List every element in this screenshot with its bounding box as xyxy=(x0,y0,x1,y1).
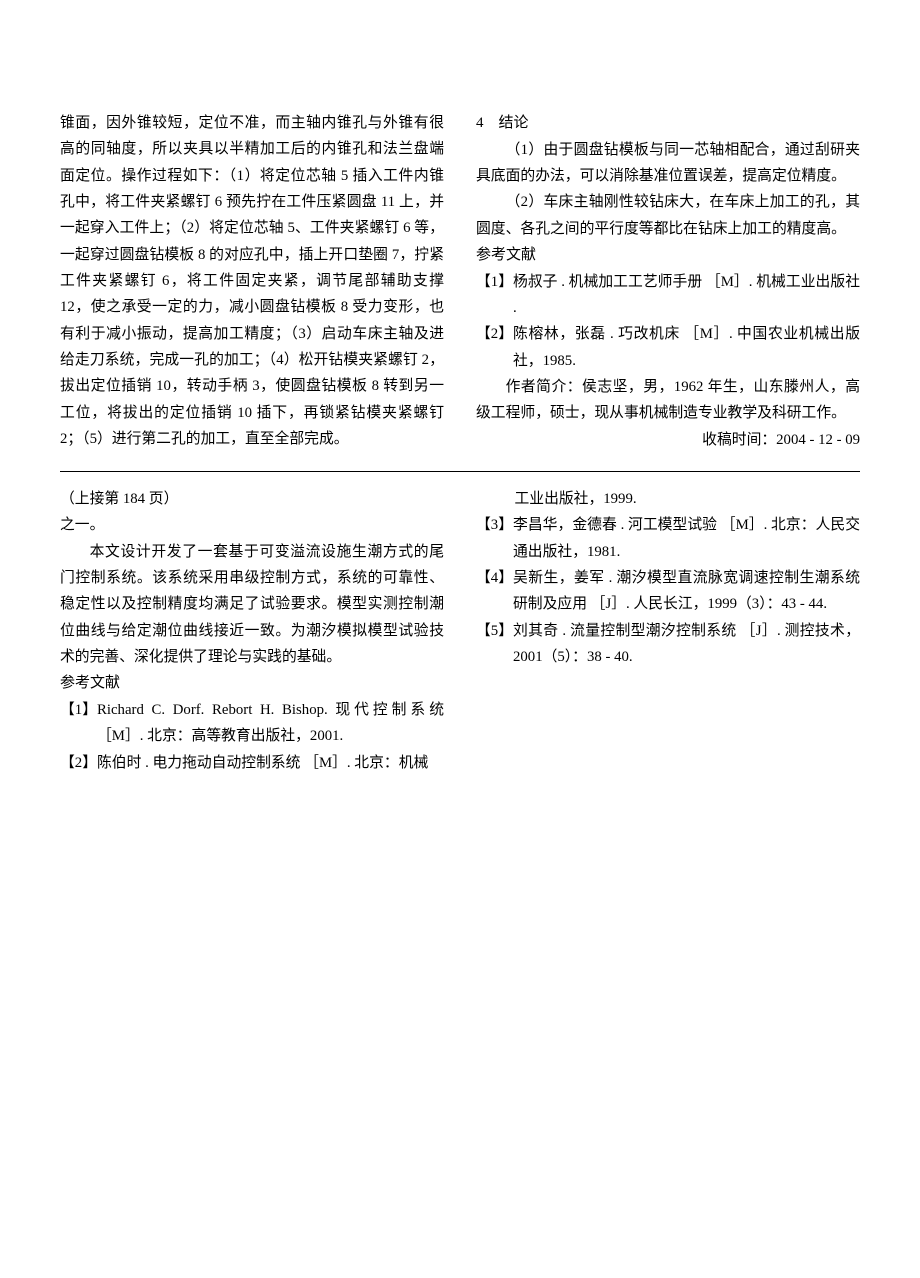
ref-label: 【4】 xyxy=(476,565,513,618)
ref-label: 【5】 xyxy=(476,618,513,671)
article1-right-column: 4 结论 （1）由于圆盘钻模板与同一芯轴相配合，通过刮研夹具底面的办法，可以消除… xyxy=(476,110,860,453)
article1-left-para: 锥面，因外锥较短，定位不准，而主轴内锥孔与外锥有很高的同轴度，所以夹具以半精加工… xyxy=(60,110,444,452)
ref-text: 李昌华，金德春 . 河工模型试验 ［M］. 北京：人民交通出版社，1981. xyxy=(513,512,860,565)
ref-text: 陈榕林，张磊 . 巧改机床 ［M］. 中国农业机械出版社，1985. xyxy=(513,321,860,374)
article2-columns: （上接第 184 页） 之一。 本文设计开发了一套基于可变溢流设施生潮方式的尾门… xyxy=(60,486,860,776)
article1-conclusion-p2: （2）车床主轴刚性较钻床大，在车床上加工的孔，其圆度、各孔之间的平行度等都比在钻… xyxy=(476,189,860,242)
article2-right-column: 工业出版社，1999. 【3】 李昌华，金德春 . 河工模型试验 ［M］. 北京… xyxy=(476,486,860,776)
article1-left-column: 锥面，因外锥较短，定位不准，而主轴内锥孔与外锥有很高的同轴度，所以夹具以半精加工… xyxy=(60,110,444,453)
ref-text: 陈伯时 . 电力拖动自动控制系统 ［M］. 北京：机械 xyxy=(97,750,444,776)
article-separator-rule xyxy=(60,471,860,472)
ref-text: 杨叔子 . 机械加工工艺师手册 ［M］. 机械工业出版社 . xyxy=(513,269,860,322)
ref-text: 吴新生，姜军 . 潮汐模型直流脉宽调速控制生潮系统研制及应用 ［J］. 人民长江… xyxy=(513,565,860,618)
article2-p1: 本文设计开发了一套基于可变溢流设施生潮方式的尾门控制系统。该系统采用串级控制方式… xyxy=(60,539,444,671)
article1-receipt-date: 收稿时间：2004 - 12 - 09 xyxy=(476,427,860,453)
article1-ref-2: 【2】 陈榕林，张磊 . 巧改机床 ［M］. 中国农业机械出版社，1985. xyxy=(476,321,860,374)
article2-p0: 之一。 xyxy=(60,512,444,538)
article1-columns: 锥面，因外锥较短，定位不准，而主轴内锥孔与外锥有很高的同轴度，所以夹具以半精加工… xyxy=(60,110,860,453)
article2-continued-from: （上接第 184 页） xyxy=(60,486,444,512)
article1-references-heading: 参考文献 xyxy=(476,242,860,269)
ref-label: 【2】 xyxy=(60,750,97,776)
ref-label: 【1】 xyxy=(60,697,97,750)
ref-label: 【1】 xyxy=(476,269,513,322)
ref-label: 【3】 xyxy=(476,512,513,565)
ref-label: 【2】 xyxy=(476,321,513,374)
article1-conclusion-p1: （1）由于圆盘钻模板与同一芯轴相配合，通过刮研夹具底面的办法，可以消除基准位置误… xyxy=(476,137,860,190)
article2-ref-2-cont: 工业出版社，1999. xyxy=(476,486,860,512)
article2-ref-5: 【5】 刘其奇 . 流量控制型潮汐控制系统 ［J］. 测控技术，2001（5）：… xyxy=(476,618,860,671)
article2-ref-4: 【4】 吴新生，姜军 . 潮汐模型直流脉宽调速控制生潮系统研制及应用 ［J］. … xyxy=(476,565,860,618)
page: 锥面，因外锥较短，定位不准，而主轴内锥孔与外锥有很高的同轴度，所以夹具以半精加工… xyxy=(0,0,920,816)
article2-ref-3: 【3】 李昌华，金德春 . 河工模型试验 ［M］. 北京：人民交通出版社，198… xyxy=(476,512,860,565)
article2-ref-1: 【1】 Richard C. Dorf. Rebort H. Bishop. 现… xyxy=(60,697,444,750)
article2-ref-2: 【2】 陈伯时 . 电力拖动自动控制系统 ［M］. 北京：机械 xyxy=(60,750,444,776)
ref-text: Richard C. Dorf. Rebort H. Bishop. 现代控制系… xyxy=(97,697,444,750)
article1-ref-1: 【1】 杨叔子 . 机械加工工艺师手册 ［M］. 机械工业出版社 . xyxy=(476,269,860,322)
article2-references-heading: 参考文献 xyxy=(60,670,444,697)
ref-text: 刘其奇 . 流量控制型潮汐控制系统 ［J］. 测控技术，2001（5）：38 -… xyxy=(513,618,860,671)
article1-author-note: 作者简介：侯志坚，男，1962 年生，山东滕州人，高级工程师，硕士，现从事机械制… xyxy=(476,374,860,427)
article1-conclusion-heading: 4 结论 xyxy=(476,110,860,137)
article2-left-column: （上接第 184 页） 之一。 本文设计开发了一套基于可变溢流设施生潮方式的尾门… xyxy=(60,486,444,776)
